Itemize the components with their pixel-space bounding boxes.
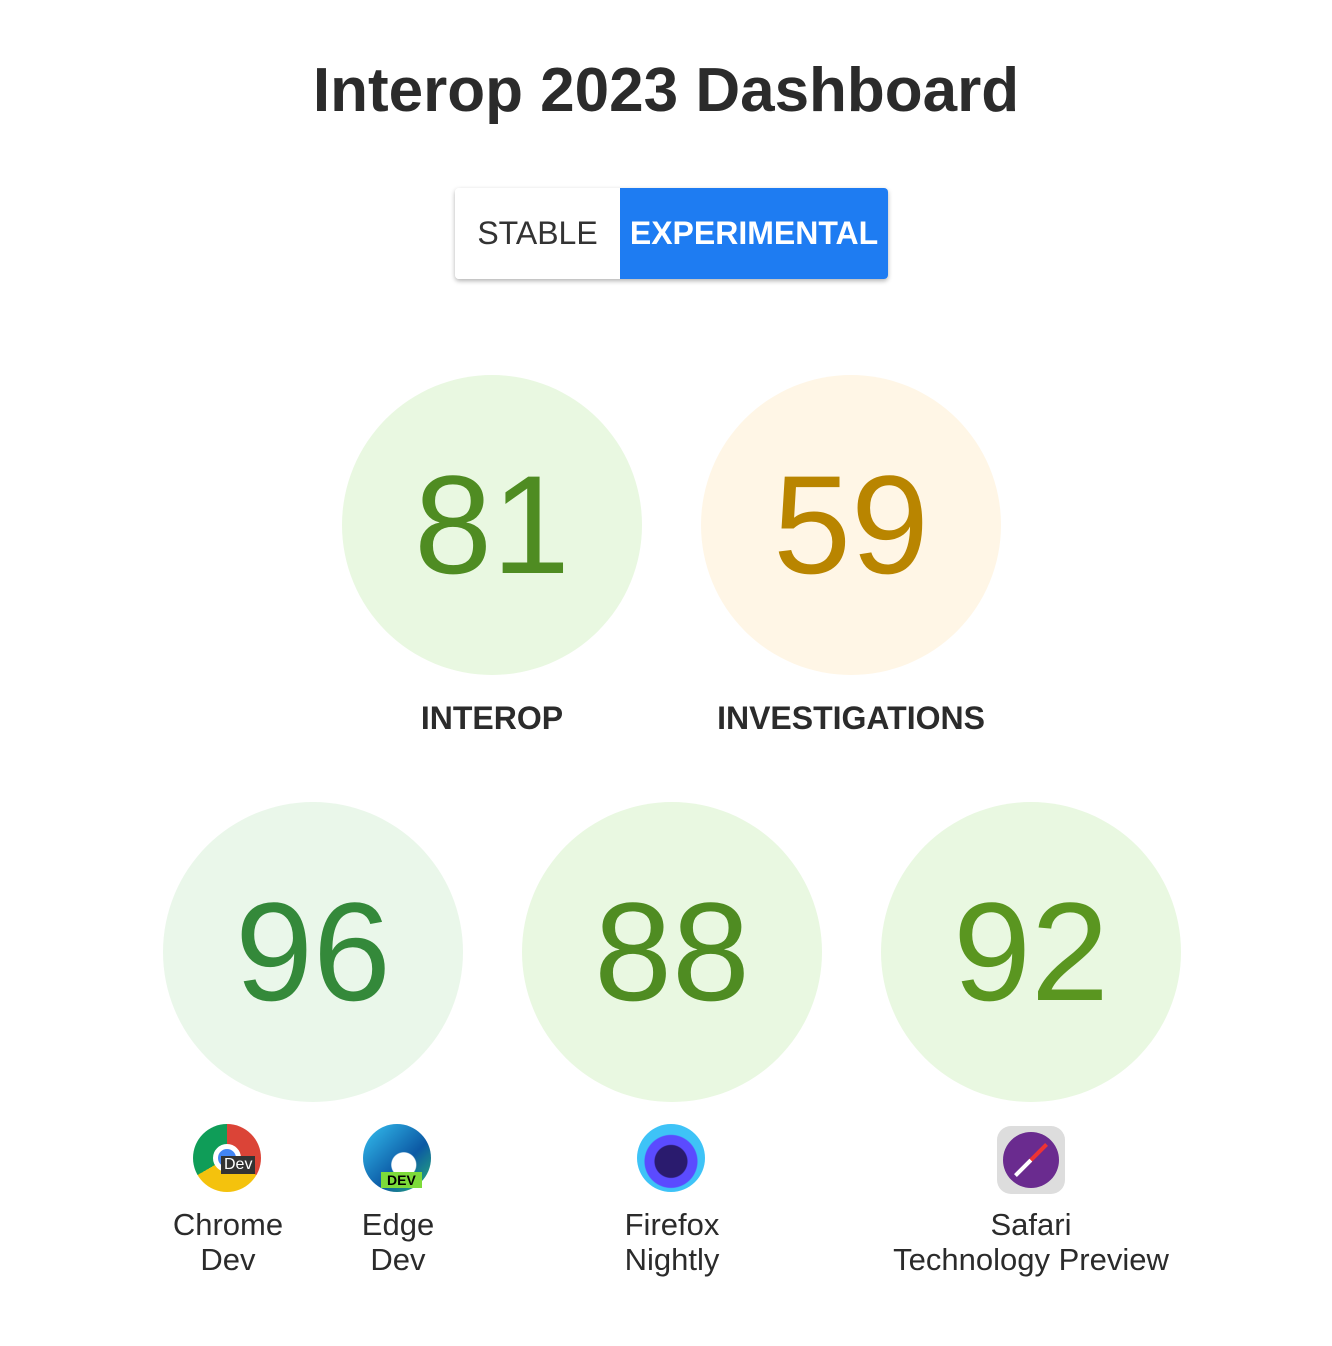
channel-toggle: STABLE EXPERIMENTAL — [455, 188, 888, 279]
chrome-edge-score: 96 — [163, 802, 463, 1102]
stable-button[interactable]: STABLE — [455, 188, 620, 279]
browser-name-safari-tp: Safari Technology Preview — [893, 1207, 1169, 1277]
browser-name-firefox-nightly: Firefox Nightly — [624, 1207, 720, 1277]
investigations-label: INVESTIGATIONS — [717, 700, 985, 736]
experimental-button[interactable]: EXPERIMENTAL — [620, 188, 888, 279]
page-title: Interop 2023 Dashboard — [312, 56, 1020, 125]
interop-score: 81 — [342, 375, 642, 675]
interop-label: INTEROP — [420, 700, 564, 736]
firefox-nightly-icon — [637, 1124, 705, 1192]
firefox-score: 88 — [522, 802, 822, 1102]
edge-dev-icon: DEV — [363, 1124, 431, 1192]
investigations-score: 59 — [701, 375, 1001, 675]
browser-name-chrome-dev: Chrome Dev — [172, 1207, 284, 1277]
safari-tp-icon — [997, 1126, 1065, 1194]
safari-score: 92 — [881, 802, 1181, 1102]
browser-name-edge-dev: Edge Dev — [361, 1207, 435, 1277]
chrome-dev-icon: Dev — [193, 1124, 261, 1192]
